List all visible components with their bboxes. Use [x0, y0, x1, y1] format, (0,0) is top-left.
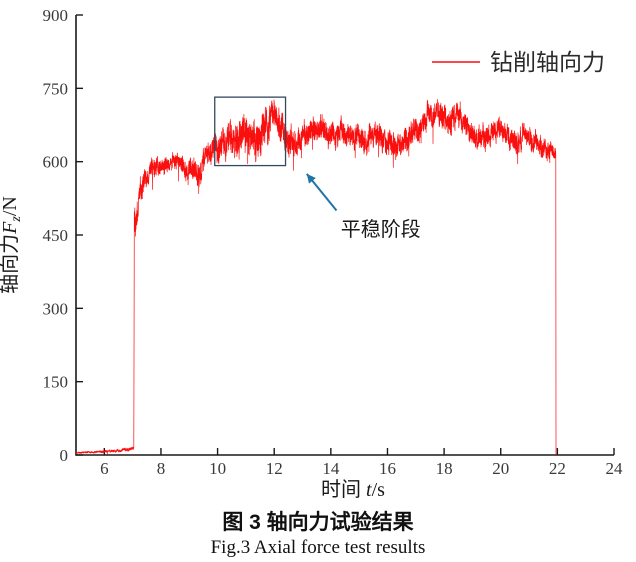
x-tick-label: 22 [549, 459, 566, 478]
legend-label: 钻削轴向力 [490, 50, 605, 75]
y-tick-label: 750 [43, 79, 69, 98]
x-tick-label: 14 [322, 459, 340, 478]
x-tick-label: 20 [492, 459, 509, 478]
x-tick-label: 16 [379, 459, 396, 478]
x-tick-label: 8 [157, 459, 166, 478]
x-axis-label: 时间 t/s [321, 478, 385, 501]
y-tick-label: 600 [43, 153, 69, 172]
annotation-arrowhead [306, 173, 316, 184]
axes: 0 150 300 450 600 750 900 6 8 10 12 14 16 18 20 22 24 [43, 6, 624, 478]
stable-stage-box [214, 96, 287, 167]
x-tick-label: 18 [436, 459, 453, 478]
legend: 钻削轴向力 [432, 50, 605, 75]
caption-en: Fig.3 Axial force test results [210, 537, 426, 558]
y-tick-label: 900 [43, 6, 69, 25]
x-tick-label: 24 [606, 459, 624, 478]
annotations: 平稳阶段 [214, 96, 421, 241]
y-tick-label: 0 [60, 446, 69, 465]
axial-force-signal [75, 99, 557, 456]
stable-stage-label: 平稳阶段 [341, 218, 421, 241]
x-tick-label: 6 [100, 459, 109, 478]
caption-zh: 图 3 轴向力试验结果 [222, 511, 414, 534]
x-tick-label: 12 [266, 459, 283, 478]
force-curve [75, 99, 557, 456]
axial-force-chart: 0 150 300 450 600 750 900 6 8 10 12 14 16 18 20 22 24 平稳… [0, 6, 624, 501]
y-tick-label: 450 [43, 226, 69, 245]
y-tick-label: 300 [43, 299, 69, 318]
y-tick-label: 150 [43, 373, 69, 392]
x-tick-label: 10 [209, 459, 226, 478]
axis-labels: 时间 t/s 轴向力Fz/N [0, 196, 385, 501]
y-axis-label: 轴向力Fz/N [0, 196, 24, 294]
